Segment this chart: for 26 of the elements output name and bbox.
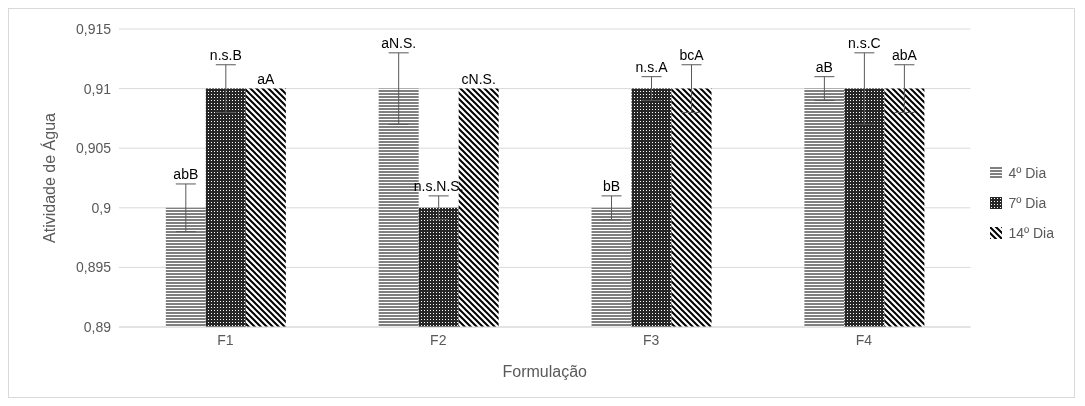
data-label: aB bbox=[815, 58, 833, 75]
y-tick-label: 0,905 bbox=[75, 140, 112, 157]
text: 14º Dia bbox=[1008, 224, 1054, 243]
data-label: n.s.B bbox=[209, 46, 242, 63]
data-label: bcA bbox=[679, 46, 705, 63]
y-axis-title: Atividade de Água bbox=[39, 112, 58, 243]
y-tick-label: 0,91 bbox=[83, 80, 112, 97]
data-label: aN.S. bbox=[381, 34, 417, 51]
data-label: n.s.A bbox=[635, 58, 669, 75]
text: 7º Dia bbox=[1008, 194, 1047, 213]
data-label: aA bbox=[257, 70, 276, 87]
x-tick-label: F1 bbox=[217, 331, 234, 348]
text: 4º Dia bbox=[1008, 164, 1047, 183]
x-tick-label: F3 bbox=[642, 331, 660, 348]
data-label: abB bbox=[173, 165, 199, 182]
y-tick-label: 0,895 bbox=[75, 259, 112, 276]
data-label: n.s.C bbox=[848, 34, 881, 51]
y-tick-label: 0,89 bbox=[83, 318, 112, 335]
y-tick-label: 0,915 bbox=[75, 20, 112, 37]
y-tick-label: 0,9 bbox=[91, 199, 112, 216]
x-tick-label: F2 bbox=[430, 331, 447, 348]
data-label: bB bbox=[602, 177, 621, 194]
data-label: cN.S. bbox=[461, 70, 496, 87]
data-label: abA bbox=[891, 46, 918, 63]
x-tick-label: F4 bbox=[855, 331, 873, 348]
x-axis-title: Formulação bbox=[502, 363, 588, 380]
